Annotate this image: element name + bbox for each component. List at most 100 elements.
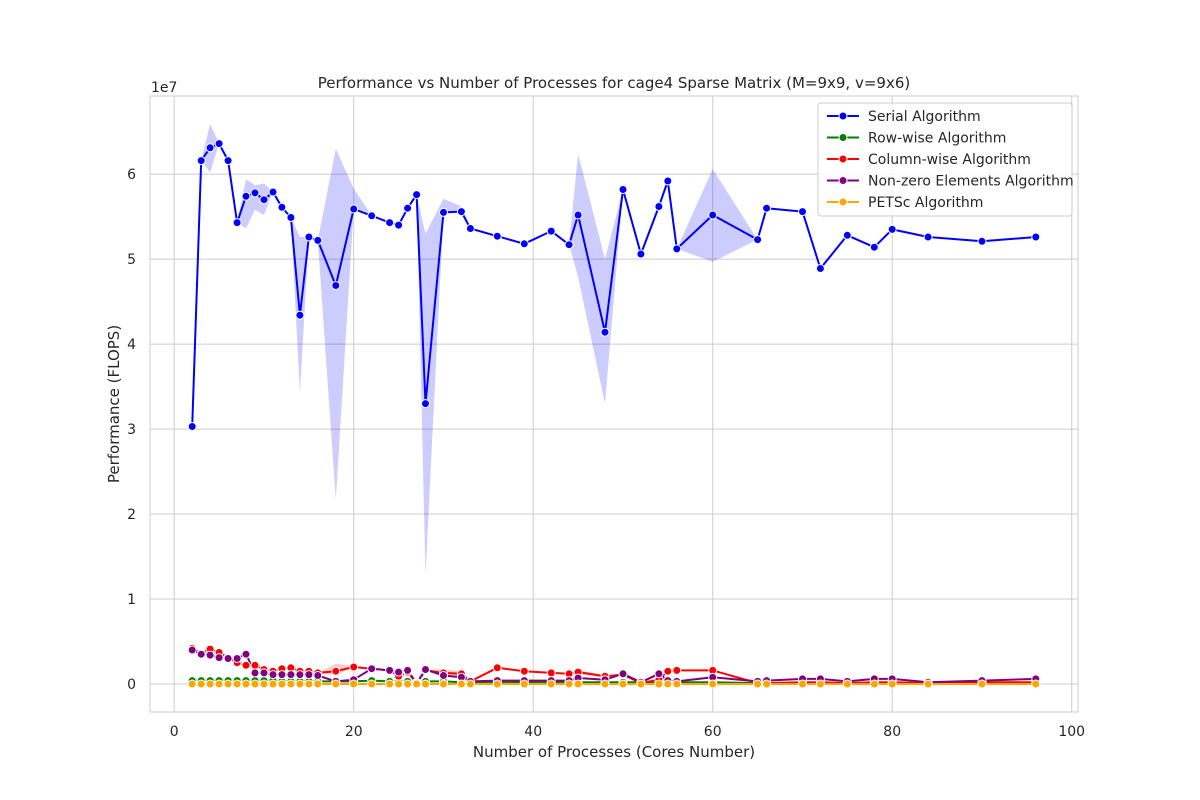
serial-algorithm-point (331, 281, 341, 290)
serial-algorithm-point (573, 210, 583, 220)
petsc-algorithm-point (923, 679, 933, 689)
serial-algorithm-point (421, 399, 430, 409)
petsc-algorithm-point (277, 679, 287, 689)
serial-algorithm-point (546, 226, 556, 236)
column-wise-algorithm-point (349, 662, 359, 672)
serial-algorithm-point (232, 218, 242, 228)
petsc-algorithm-point (798, 679, 807, 689)
non-zero-elements-algorithm-point (205, 650, 215, 660)
x-tick-label: 0 (170, 724, 179, 740)
petsc-algorithm-point (196, 679, 206, 689)
serial-algorithm-point (403, 203, 413, 213)
petsc-algorithm-point (232, 679, 242, 689)
non-zero-elements-algorithm-point (367, 664, 377, 674)
serial-algorithm-point (753, 235, 763, 245)
serial-algorithm-point (618, 185, 628, 194)
y-axis-ticks: 0 1 2 3 4 5 6 (127, 167, 136, 693)
petsc-algorithm-point (205, 679, 215, 689)
petsc-algorithm-point (977, 679, 987, 689)
serial-algorithm-point (923, 232, 933, 242)
petsc-algorithm-point (439, 679, 448, 689)
serial-algorithm-point (762, 203, 772, 213)
petsc-algorithm-point (412, 679, 422, 689)
column-wise-algorithm-point (241, 660, 251, 670)
serial-algorithm-point (349, 204, 359, 214)
petsc-algorithm-point (313, 679, 323, 689)
serial-algorithm-point (241, 191, 251, 201)
y-tick-label: 3 (127, 422, 136, 438)
non-zero-elements-algorithm-point (286, 670, 296, 680)
petsc-algorithm-point (304, 679, 314, 689)
petsc-algorithm-point (519, 679, 529, 689)
y-axis-offset-label: 1e7 (151, 80, 177, 96)
serial-algorithm-point (663, 176, 673, 186)
non-zero-elements-algorithm-point (394, 667, 404, 677)
petsc-algorithm-point (492, 679, 502, 689)
serial-algorithm-legend-marker (838, 111, 848, 121)
serial-algorithm-point (313, 235, 323, 245)
x-axis-label: Number of Processes (Cores Number) (473, 743, 755, 761)
petsc-algorithm-point (663, 679, 673, 689)
serial-algorithm-point (250, 188, 260, 198)
serial-algorithm-point (842, 230, 852, 240)
petsc-algorithm-point (618, 679, 628, 689)
non-zero-elements-algorithm-point (618, 669, 628, 679)
serial-algorithm-point (465, 224, 475, 233)
non-zero-elements-algorithm-point (421, 665, 430, 674)
non-zero-elements-algorithm-point (232, 654, 242, 663)
x-tick-label: 60 (704, 724, 722, 740)
petsc-algorithm-point (421, 679, 430, 689)
non-zero-elements-algorithm-point (259, 668, 269, 678)
petsc-algorithm-point (286, 679, 296, 689)
column-wise-algorithm-point (250, 660, 260, 670)
petsc-algorithm-legend-label: PETSc Algorithm (868, 195, 983, 211)
petsc-algorithm-point (842, 679, 852, 689)
non-zero-elements-algorithm-legend-label: Non-zero Elements Algorithm (868, 174, 1074, 190)
serial-algorithm-point (456, 207, 466, 217)
petsc-algorithm-point (708, 679, 718, 689)
non-zero-elements-algorithm-point (385, 665, 395, 675)
non-zero-elements-algorithm-point (403, 665, 413, 675)
x-tick-label: 40 (524, 724, 542, 740)
petsc-algorithm-point (241, 679, 251, 689)
petsc-algorithm-point (600, 679, 610, 689)
serial-algorithm-point (519, 239, 529, 249)
non-zero-elements-algorithm-point (313, 671, 323, 680)
serial-algorithm-point (385, 218, 395, 228)
non-zero-elements-algorithm-point (241, 649, 251, 659)
non-zero-elements-algorithm-point (187, 645, 197, 655)
petsc-algorithm-point (573, 679, 583, 689)
legend-box (817, 102, 1073, 217)
petsc-algorithm-legend-marker (838, 197, 848, 207)
row-wise-algorithm-legend-marker (838, 133, 848, 142)
serial-algorithm-point (600, 327, 610, 337)
serial-algorithm-point (394, 220, 404, 230)
non-zero-elements-algorithm-point (439, 671, 448, 680)
serial-algorithm-point (887, 224, 897, 234)
non-zero-elements-algorithm-point (295, 670, 305, 680)
petsc-algorithm-point (403, 679, 413, 689)
serial-algorithm-point (259, 195, 269, 205)
petsc-algorithm-point (268, 679, 278, 689)
serial-algorithm-point (977, 236, 987, 246)
petsc-algorithm-point (385, 679, 395, 689)
petsc-algorithm-point (250, 679, 260, 689)
y-tick-label: 1 (127, 592, 136, 608)
serial-algorithm-point (367, 211, 377, 221)
y-tick-label: 5 (127, 252, 136, 268)
petsc-algorithm-point (223, 679, 233, 689)
petsc-algorithm-point (331, 679, 341, 689)
petsc-algorithm-point (887, 679, 897, 689)
series-points (187, 139, 1041, 689)
column-wise-algorithm-point (492, 663, 502, 673)
y-tick-label: 2 (127, 507, 136, 523)
column-wise-algorithm-point (663, 666, 673, 676)
serial-algorithm-point (564, 240, 574, 250)
petsc-algorithm-point (654, 679, 664, 689)
serial-algorithm-point (286, 213, 296, 222)
y-tick-label: 6 (127, 167, 136, 183)
serial-algorithm-point (636, 249, 646, 259)
non-zero-elements-algorithm-point (268, 670, 278, 680)
column-wise-algorithm-point (546, 668, 556, 678)
